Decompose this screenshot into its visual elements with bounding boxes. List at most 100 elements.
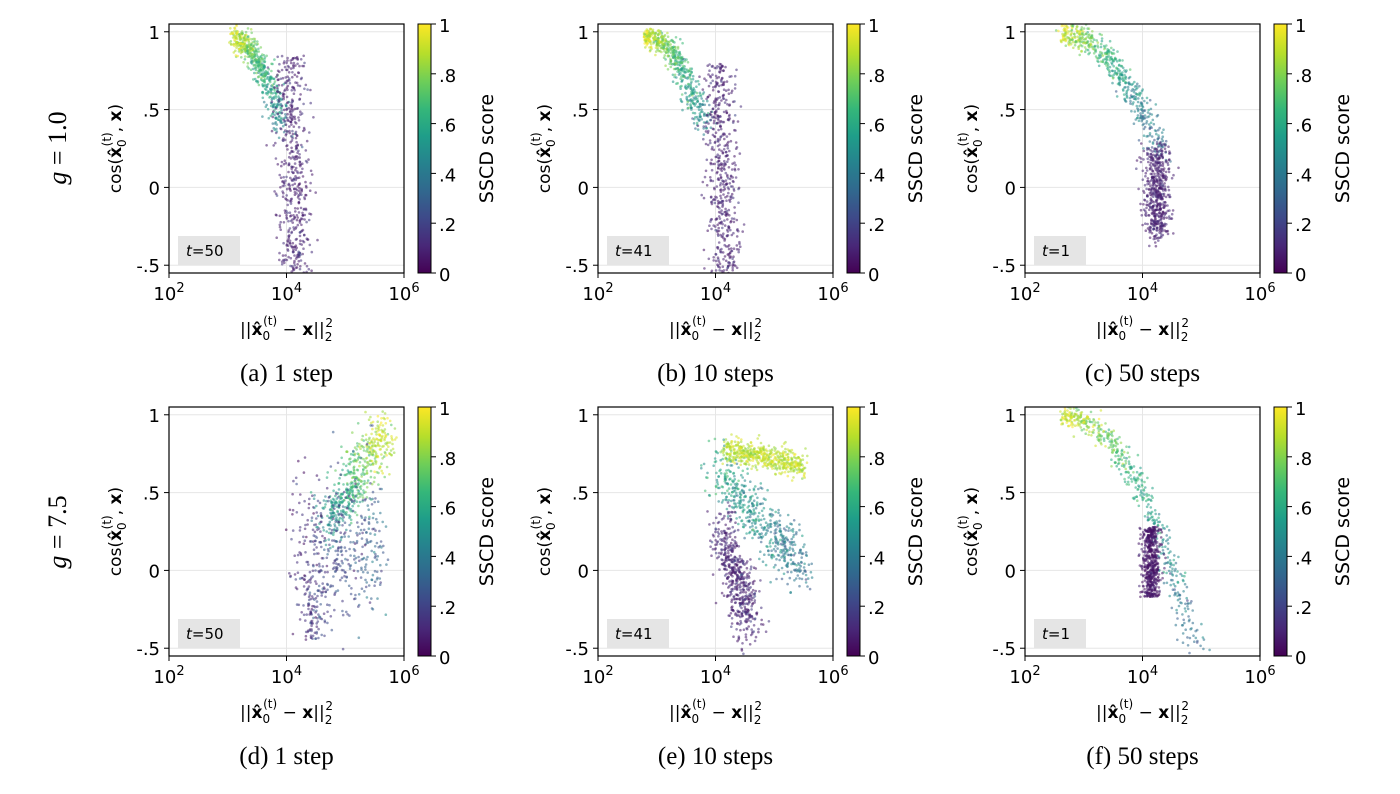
scatter-point [280, 262, 284, 266]
scatter-point [265, 54, 269, 58]
scatter-point [654, 40, 658, 43]
scatter-point [1132, 95, 1136, 98]
scatter-point [1158, 222, 1161, 225]
scatter-point [298, 551, 301, 554]
scatter-point [1140, 119, 1143, 123]
scatter-point [317, 584, 321, 588]
scatter-point [1155, 236, 1159, 240]
scatter-point [364, 410, 367, 414]
scatter-point [707, 84, 711, 88]
scatter-point [723, 219, 726, 222]
scatter-point [277, 83, 281, 87]
scatter-point [644, 39, 647, 43]
scatter-point [756, 437, 759, 440]
scatter-point [711, 127, 715, 131]
scatter-point [247, 67, 250, 70]
scatter-point [766, 488, 769, 492]
scatter-point [359, 487, 363, 491]
scatter-point [364, 568, 367, 571]
scatter-point [332, 539, 336, 542]
scatter-point [1164, 150, 1167, 153]
scatter-point [1144, 222, 1147, 225]
scatter-point [279, 118, 283, 121]
scatter-point [373, 500, 377, 504]
scatter-point [379, 511, 382, 515]
scatter-point [234, 54, 238, 57]
scatter-point [374, 462, 378, 465]
scatter-point [297, 189, 301, 193]
scatter-point [1077, 30, 1080, 33]
scatter-point [292, 116, 295, 119]
row-label-g75: g = 7.5 [43, 495, 72, 568]
scatter-point [679, 37, 682, 41]
scatter-point [283, 261, 286, 265]
scatter-point [265, 144, 268, 147]
scatter-point [337, 495, 340, 499]
scatter-point [371, 453, 375, 457]
scatter-point [332, 514, 336, 518]
scatter-point [708, 103, 711, 107]
scatter-point [733, 461, 736, 465]
scatter-point [689, 74, 692, 77]
scatter-point [298, 267, 302, 271]
scatter-point [335, 492, 338, 496]
scatter-point [1162, 203, 1166, 207]
scatter-point [250, 62, 254, 65]
scatter-point [734, 129, 737, 132]
scatter-point [717, 90, 721, 94]
scatter-point [277, 136, 281, 140]
scatter-point [718, 217, 722, 220]
scatter-point [368, 442, 372, 445]
scatter-point [1160, 236, 1163, 239]
scatter-point [692, 102, 696, 106]
scatter-point [356, 442, 359, 445]
scatter-point [790, 448, 794, 452]
scatter-point [730, 249, 734, 253]
scatter-point [687, 106, 690, 110]
scatter-point [308, 189, 312, 192]
scatter-point [786, 582, 789, 586]
scatter-point [722, 148, 726, 151]
scatter-point [409, 438, 412, 441]
scatter-point [714, 155, 718, 159]
scatter-point [387, 445, 390, 449]
scatter-point [272, 103, 276, 107]
scatter-point [1164, 170, 1168, 174]
scatter-point [1151, 141, 1155, 144]
scatter-point [363, 460, 367, 463]
scatter-point [737, 168, 740, 171]
scatter-point [233, 29, 236, 33]
scatter-point [1160, 131, 1164, 134]
scatter-point [1160, 167, 1163, 171]
scatter-point [724, 259, 728, 263]
scatter-point [1129, 99, 1132, 103]
x-tick-label: 102 [1009, 281, 1040, 305]
scatter-point [1155, 195, 1158, 199]
scatter-point [723, 239, 726, 242]
scatter-point [1145, 96, 1149, 100]
scatter-point [294, 210, 297, 213]
scatter-point [335, 516, 338, 519]
scatter-point [386, 432, 390, 436]
scatter-point [649, 49, 652, 52]
scatter-point [354, 593, 357, 597]
scatter-point [305, 613, 309, 616]
scatter-point [1142, 158, 1145, 161]
scatter-point [777, 466, 780, 470]
scatter-point [336, 589, 340, 592]
scatter-point [1147, 160, 1150, 164]
y-tick-label: 0 [149, 561, 160, 582]
scatter-point [727, 166, 731, 169]
scatter-point [282, 175, 286, 179]
scatter-point [250, 56, 254, 59]
scatter-point [308, 570, 312, 574]
scatter-point [364, 563, 368, 566]
scatter-point [769, 530, 773, 534]
scatter-point [652, 40, 656, 44]
scatter-point [368, 436, 371, 440]
scatter-point [716, 153, 719, 156]
scatter-point [1167, 167, 1170, 171]
scatter-point [339, 473, 342, 477]
scatter-point [762, 446, 765, 449]
scatter-point [360, 475, 364, 478]
